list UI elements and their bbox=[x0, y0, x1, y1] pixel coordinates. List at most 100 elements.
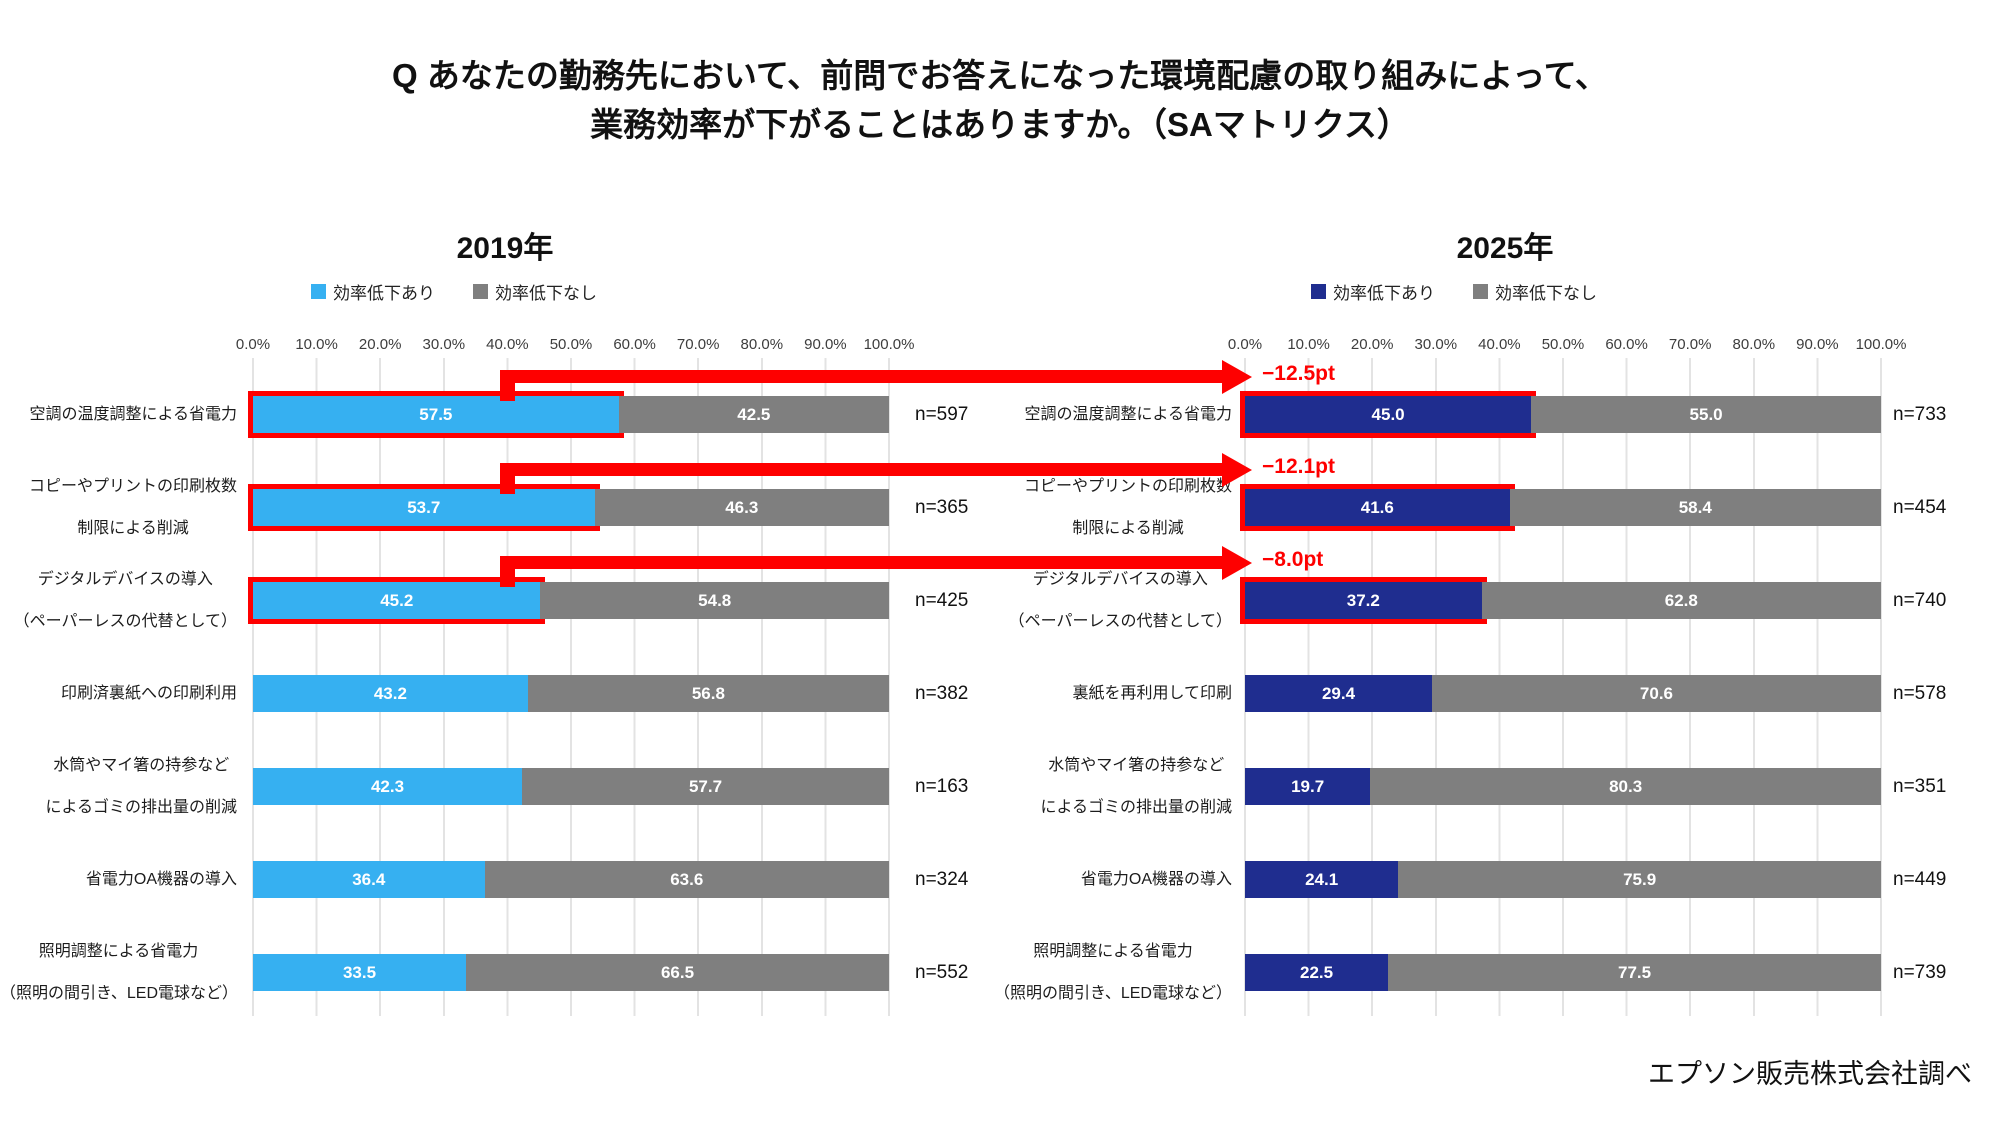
bar-value-yes: 53.7 bbox=[407, 497, 441, 517]
sample-size-label: n=449 bbox=[1893, 869, 1947, 890]
bar-segment-yes: 45.0 bbox=[1239, 391, 1537, 438]
bar-segment-yes: 57.5 bbox=[248, 391, 624, 438]
sample-size-label: n=365 bbox=[915, 497, 969, 518]
bar-value-no: 75.9 bbox=[1623, 869, 1657, 889]
category-label: 照明調整による省電力 （照明の間引き、LED電球など） bbox=[0, 943, 239, 1002]
decline-pt-label: −12.5pt bbox=[1262, 362, 1335, 385]
legend-swatch-no-icon bbox=[1473, 284, 1488, 299]
legend-label-no: 効率低下なし bbox=[495, 284, 597, 303]
sample-size-label: n=597 bbox=[915, 404, 969, 425]
bar-segment-no: 75.9 bbox=[1398, 861, 1881, 898]
sample-size-label: n=552 bbox=[915, 962, 969, 983]
category-label: 省電力OA機器の導入 bbox=[1080, 871, 1232, 888]
category-label: 印刷済裏紙への印刷利用 bbox=[60, 685, 237, 702]
bar-segment-no: 77.5 bbox=[1388, 954, 1881, 991]
chart-2019-year-title: 2019年 bbox=[456, 232, 554, 265]
arrow-head-icon bbox=[1222, 360, 1252, 394]
bar-value-yes: 41.6 bbox=[1360, 497, 1394, 517]
axis-tick-label: 100.0% bbox=[863, 336, 915, 353]
bar-value-yes: 29.4 bbox=[1321, 683, 1356, 703]
bar-value-yes: 43.2 bbox=[373, 683, 407, 703]
axis-tick-label: 50.0% bbox=[549, 336, 593, 353]
arrow-connector bbox=[500, 370, 515, 401]
legend-label-no: 効率低下なし bbox=[1495, 284, 1597, 303]
axis-tick-label: 20.0% bbox=[358, 336, 402, 353]
category-label: デジタルデバイスの導入 （ペーパーレスの代替として） bbox=[1008, 571, 1232, 630]
category-label: コピーやプリントの印刷枚数 制限による削減 bbox=[28, 478, 237, 537]
bar-segment-yes: 22.5 bbox=[1245, 954, 1389, 991]
bar-value-no: 58.4 bbox=[1678, 497, 1712, 517]
axis-tick-label: 60.0% bbox=[613, 336, 656, 353]
axis-tick-label: 60.0% bbox=[1605, 336, 1648, 353]
bar-segment-no: 80.3 bbox=[1370, 768, 1881, 805]
bar-value-no: 62.8 bbox=[1664, 590, 1698, 610]
sample-size-label: n=351 bbox=[1893, 776, 1947, 797]
sample-size-label: n=578 bbox=[1893, 683, 1947, 704]
bar-value-yes: 24.1 bbox=[1305, 869, 1339, 889]
arrow-head-icon bbox=[1222, 453, 1252, 487]
bar-segment-yes: 37.2 bbox=[1240, 577, 1487, 624]
bar-value-no: 66.5 bbox=[660, 962, 695, 982]
bar-segment-no: 46.3 bbox=[594, 489, 889, 526]
bar-value-yes: 37.2 bbox=[1346, 590, 1380, 610]
axis-tick-label: 30.0% bbox=[422, 336, 466, 353]
bar-value-yes: 22.5 bbox=[1300, 962, 1334, 982]
bar-value-yes: 33.5 bbox=[342, 962, 377, 982]
axis-tick-label: 10.0% bbox=[295, 336, 338, 353]
legend-item-no: 効率低下なし bbox=[1473, 279, 1597, 304]
bar-segment-yes: 41.6 bbox=[1240, 484, 1515, 531]
legend-item-yes: 効率低下あり bbox=[1311, 279, 1435, 304]
category-label: 空調の温度調整による省電力 bbox=[29, 406, 237, 423]
bar-segment-yes: 24.1 bbox=[1245, 861, 1399, 898]
category-label: コピーやプリントの印刷枚数 制限による削減 bbox=[1023, 478, 1232, 537]
bar-value-no: 80.3 bbox=[1609, 776, 1643, 796]
category-label: 水筒やマイ箸の持参など によるゴミの排出量の削減 bbox=[45, 757, 237, 816]
legend-swatch-yes-icon bbox=[1311, 284, 1326, 299]
bar-segment-no: 54.8 bbox=[540, 582, 889, 619]
bar-segment-no: 55.0 bbox=[1531, 396, 1881, 433]
source-credit: エプソン販売株式会社調べ bbox=[1648, 1059, 1972, 1089]
category-label: 水筒やマイ箸の持参など によるゴミの排出量の削減 bbox=[1040, 757, 1232, 816]
bar-value-yes: 36.4 bbox=[352, 869, 386, 889]
bar-segment-no: 42.5 bbox=[618, 396, 889, 433]
legend-label-yes: 効率低下あり bbox=[333, 284, 435, 303]
axis-tick-label: 90.0% bbox=[804, 336, 847, 353]
legend-swatch-yes-icon bbox=[311, 284, 326, 299]
axis-tick-label: 10.0% bbox=[1287, 336, 1330, 353]
bar-value-no: 46.3 bbox=[725, 497, 759, 517]
bar-value-yes: 42.3 bbox=[370, 776, 405, 796]
axis-tick-label: 70.0% bbox=[1668, 336, 1712, 353]
axis-tick-label: 0.0% bbox=[1227, 336, 1263, 353]
bar-segment-no: 62.8 bbox=[1481, 582, 1881, 619]
axis-tick-label: 80.0% bbox=[1732, 336, 1776, 353]
bar-segment-yes: 29.4 bbox=[1245, 675, 1432, 712]
arrow-line bbox=[500, 370, 1222, 383]
bar-segment-no: 56.8 bbox=[527, 675, 889, 712]
category-label: 空調の温度調整による省電力 bbox=[1024, 406, 1232, 423]
axis-tick-label: 0.0% bbox=[235, 336, 271, 353]
bar-value-no: 54.8 bbox=[698, 590, 732, 610]
bar-segment-yes: 53.7 bbox=[248, 484, 600, 531]
legend-item-yes: 効率低下あり bbox=[311, 279, 435, 304]
decline-pt-label: −12.1pt bbox=[1262, 455, 1335, 478]
category-label: 裏紙を再利用して印刷 bbox=[1072, 685, 1232, 702]
bar-value-no: 55.0 bbox=[1689, 404, 1723, 424]
axis-tick-label: 30.0% bbox=[1414, 336, 1458, 353]
axis-tick-label: 40.0% bbox=[1478, 336, 1521, 353]
axis-tick-label: 20.0% bbox=[1350, 336, 1394, 353]
legend-swatch-no-icon bbox=[473, 284, 488, 299]
axis-tick-label: 100.0% bbox=[1855, 336, 1907, 353]
bar-value-no: 42.5 bbox=[737, 404, 771, 424]
sample-size-label: n=739 bbox=[1893, 962, 1947, 983]
bar-value-yes: 57.5 bbox=[419, 404, 453, 424]
category-label: 省電力OA機器の導入 bbox=[85, 871, 237, 888]
bar-value-no: 57.7 bbox=[688, 776, 723, 796]
arrow-line bbox=[500, 556, 1222, 569]
arrow-connector bbox=[500, 556, 515, 587]
legend-2019: 効率低下あり 効率低下なし bbox=[139, 279, 769, 304]
category-label: 照明調整による省電力 （照明の間引き、LED電球など） bbox=[993, 943, 1232, 1002]
sample-size-label: n=733 bbox=[1893, 404, 1947, 425]
sample-size-label: n=382 bbox=[915, 683, 969, 704]
arrow-connector bbox=[500, 463, 515, 494]
